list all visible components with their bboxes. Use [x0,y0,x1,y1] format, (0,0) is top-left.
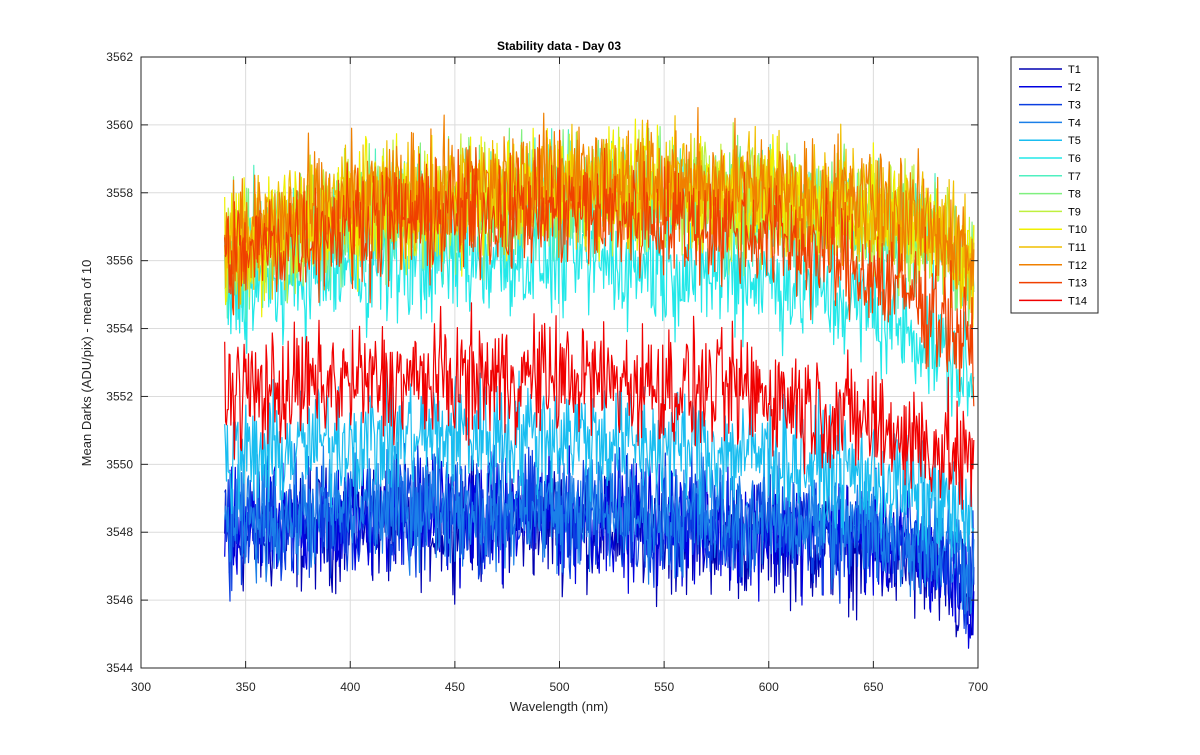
legend-label-t7: T7 [1068,171,1081,183]
y-tick-label: 3562 [106,50,133,64]
y-tick-label: 3558 [106,186,133,200]
legend-label-t4: T4 [1068,117,1081,129]
legend-label-t11: T11 [1068,242,1086,254]
x-tick-label: 300 [131,680,151,694]
y-tick-label: 3548 [106,525,133,539]
tick-labels: 300 350 400 450 500 550 600 650 700 3544 3546 3548 3… [106,50,988,694]
axis-ticks [140,56,979,669]
x-tick-label: 400 [340,680,360,694]
x-tick-label: 450 [445,680,465,694]
series-line-t4 [224,434,975,615]
series-line-t5 [224,359,975,558]
legend-label-t2: T2 [1068,82,1081,94]
legend-label-t12: T12 [1068,260,1087,272]
x-tick-label: 600 [759,680,779,694]
y-tick-label: 3554 [106,322,133,336]
series-line-t14 [224,302,975,510]
legend-box [1010,56,1099,314]
legend-label-t14: T14 [1068,295,1087,307]
chart-title: Stability data - Day 03 [497,39,621,53]
y-tick-label: 3556 [106,254,133,268]
y-tick-label: 3552 [106,389,133,403]
y-tick-label: 3560 [106,118,133,132]
series-line-t13 [224,129,975,407]
y-tick-label: 3550 [106,457,133,471]
legend-label-t3: T3 [1068,100,1081,112]
legend-label-t6: T6 [1068,153,1081,165]
series-line-t12 [224,106,975,310]
legend: T1 T2 T3 T4 T5 T6 T7 T8 T9 T10 T11 T12 T13 T14 [1010,56,1099,314]
x-tick-label: 650 [863,680,883,694]
y-axis-label: Mean Darks (ADU/pix) - mean of 10 [79,260,94,467]
legend-label-t8: T8 [1068,189,1081,201]
x-tick-label: 500 [549,680,569,694]
y-tick-label: 3546 [106,593,133,607]
legend-label-t9: T9 [1068,206,1081,218]
series-lines [224,106,975,649]
x-tick-label: 700 [968,680,988,694]
x-axis-label: Wavelength (nm) [510,699,609,714]
legend-label-t1: T1 [1068,64,1081,76]
legend-label-t13: T13 [1068,278,1087,290]
y-tick-label: 3544 [106,661,133,675]
x-tick-label: 350 [236,680,256,694]
x-tick-label: 550 [654,680,674,694]
legend-label-t10: T10 [1068,224,1087,236]
legend-label-t5: T5 [1068,135,1081,147]
